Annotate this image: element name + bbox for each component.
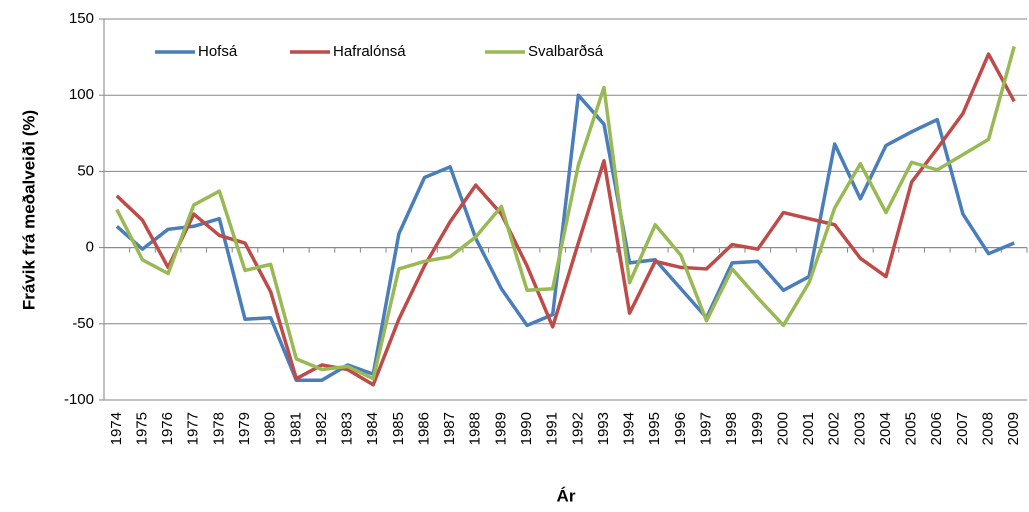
x-tick-label: 2002 — [826, 412, 843, 445]
x-tick-label: 1977 — [185, 412, 202, 445]
series-line — [115, 93, 1015, 382]
y-axis-label: Frávik frá meðalveiði (%) — [19, 110, 38, 310]
x-tick-label: 1984 — [364, 412, 381, 445]
legend-label: Svalbarðsá — [528, 43, 604, 60]
legend-label: Hafralónsá — [333, 43, 406, 60]
series-line — [115, 45, 1016, 381]
x-tick-label: 1998 — [723, 412, 740, 445]
x-tick-label: 2005 — [903, 412, 920, 445]
y-tick-label: 100 — [69, 86, 94, 103]
y-tick-label: -50 — [72, 315, 94, 332]
x-tick-label: 2006 — [928, 412, 945, 445]
x-tick-label: 1994 — [621, 412, 638, 445]
x-tick-label: 1985 — [390, 412, 407, 445]
x-tick-label: 1990 — [518, 412, 535, 445]
x-tick-label: 1988 — [467, 412, 484, 445]
x-tick-label: 1980 — [262, 412, 279, 445]
x-tick-label: 1976 — [159, 412, 176, 445]
x-tick-label: 2007 — [954, 412, 971, 445]
series-line — [115, 52, 1016, 387]
x-tick-label: 2008 — [980, 412, 997, 445]
x-tick-label: 1981 — [287, 412, 304, 445]
x-tick-label: 1996 — [672, 412, 689, 445]
x-tick-label: 1992 — [569, 412, 586, 445]
x-tick-label: 1979 — [236, 412, 253, 445]
x-tick-label: 2003 — [851, 412, 868, 445]
x-tick-label: 1975 — [133, 412, 150, 445]
x-tick-label: 1989 — [492, 412, 509, 445]
x-tick-label: 1987 — [441, 412, 458, 445]
y-tick-label: 150 — [69, 10, 94, 27]
x-tick-label: 1999 — [749, 412, 766, 445]
x-tick-label: 1978 — [210, 412, 227, 445]
x-tick-label: 1995 — [646, 412, 663, 445]
x-tick-label: 2009 — [1005, 412, 1022, 445]
y-tick-label: -100 — [64, 391, 94, 408]
x-tick-label: 1974 — [108, 412, 125, 445]
x-tick-label: 2004 — [877, 412, 894, 445]
legend-label: Hofsá — [198, 43, 238, 60]
x-tick-label: 1983 — [339, 412, 356, 445]
x-tick-label: 2000 — [774, 412, 791, 445]
x-tick-label: 1982 — [313, 412, 330, 445]
x-tick-label: 1991 — [544, 412, 561, 445]
x-tick-label: 1986 — [415, 412, 432, 445]
x-axis-label: Ár — [557, 486, 576, 505]
y-tick-label: 50 — [77, 162, 94, 179]
x-tick-label: 1997 — [697, 412, 714, 445]
x-tick-label: 1993 — [595, 412, 612, 445]
y-tick-label: 0 — [86, 239, 94, 256]
x-tick-label: 2001 — [800, 412, 817, 445]
